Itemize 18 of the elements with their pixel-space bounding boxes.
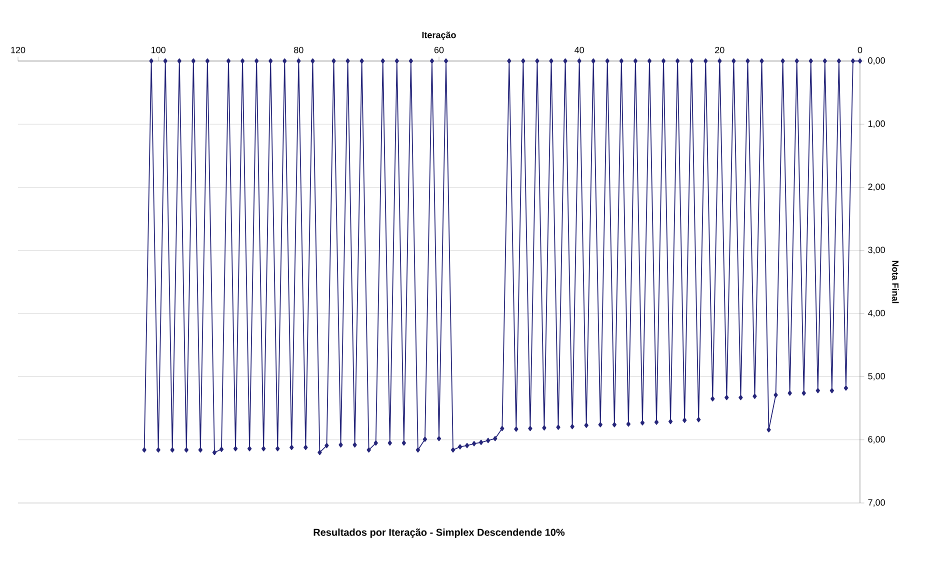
x-tick-label: 0 <box>858 46 862 54</box>
x-tick-label: 120 <box>11 46 26 54</box>
y-tick-label: 4,00 <box>868 310 885 318</box>
y-tick-label: 3,00 <box>868 246 885 254</box>
x-tick-label: 80 <box>294 46 304 54</box>
y-tick-label: 2,00 <box>868 184 885 191</box>
x-tick-label: 60 <box>434 46 444 54</box>
y-tick-label: 1,00 <box>868 120 885 128</box>
x-tick-label: 20 <box>715 46 724 54</box>
y-axis-title: Nota Final <box>892 260 899 304</box>
y-tick-label: 6,00 <box>868 436 885 444</box>
x-tick-label: 40 <box>574 46 584 54</box>
x-axis-title: Iteração <box>422 32 456 40</box>
text: Resultados por Iteração - Simplex Descendende 10% <box>314 528 565 538</box>
y-tick-label: 0,00 <box>868 57 885 65</box>
x-tick-label: 100 <box>152 46 166 54</box>
y-tick-label: 5,00 <box>868 372 885 380</box>
y-tick-label: 7,00 <box>868 499 885 507</box>
